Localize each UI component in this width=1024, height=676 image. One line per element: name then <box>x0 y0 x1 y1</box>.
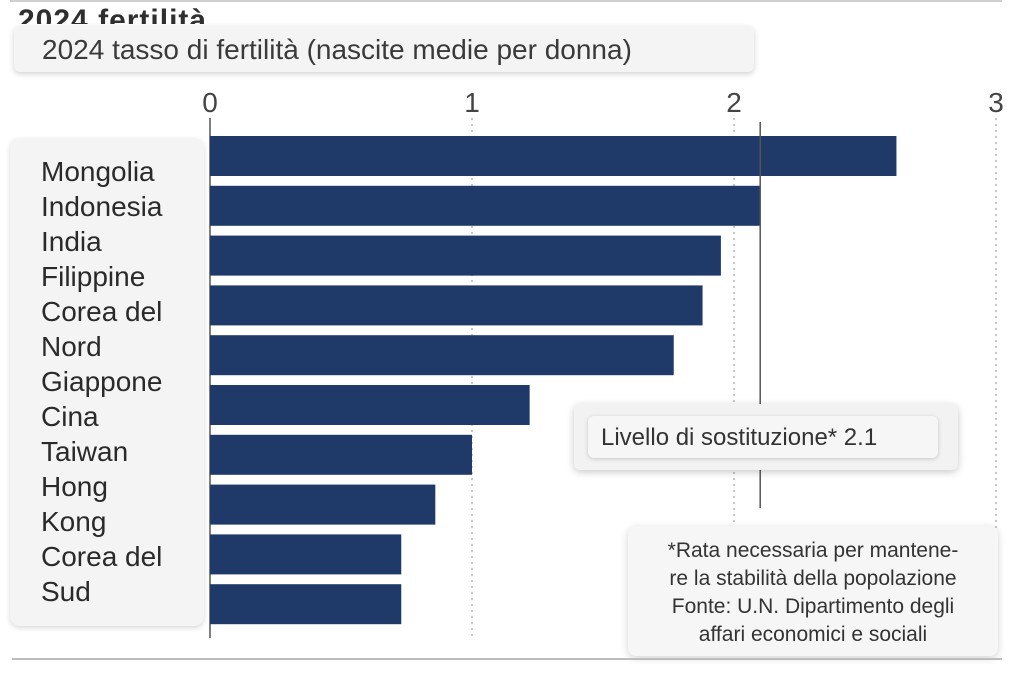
category-label: Corea del <box>41 541 163 572</box>
bar-giappone <box>210 385 530 425</box>
category-label: Filippine <box>41 261 146 292</box>
replacement-level-label-box: Livello di sostituzione* 2.1 <box>588 416 938 458</box>
footnote-line: Fonte: U.N. Dipartimento degli <box>671 595 955 618</box>
x-tick-label: 2 <box>726 87 742 118</box>
category-label: Corea del <box>41 296 163 327</box>
bar-filippine <box>210 285 703 326</box>
bar-mongolia <box>210 136 897 176</box>
background-title-fragment: 2024 fertilità <box>18 4 208 24</box>
category-label: Taiwan <box>41 436 129 467</box>
x-tick-label: 0 <box>202 87 218 118</box>
x-tick-label: 3 <box>988 87 1004 118</box>
bar-india <box>210 235 721 276</box>
bar-hong-kong <box>210 534 402 575</box>
chart-title: 2024 tasso di fertilità (nascite medie p… <box>42 34 632 65</box>
x-tick-label: 1 <box>464 87 480 118</box>
category-label: Giappone <box>41 366 163 397</box>
bar-corea-del-nord <box>210 335 674 376</box>
category-label: India <box>41 226 102 257</box>
footnote-line: *Rata necessaria per mantene- <box>667 539 959 562</box>
footnote-box: *Rata necessaria per mantene-re la stabi… <box>628 526 998 656</box>
category-labels-panel: Mongolia Indonesia India Filippine Corea del… <box>10 138 204 626</box>
bar-cina <box>210 434 472 475</box>
category-label: Sud <box>41 576 91 607</box>
bar-taiwan <box>210 484 436 525</box>
category-label: Indonesia <box>41 191 163 222</box>
footnote-line: affari economici e sociali <box>698 623 928 646</box>
footnote-line: re la stabilità della popolazione <box>669 567 957 590</box>
category-label: Nord <box>41 331 102 362</box>
category-label: Hong <box>41 471 108 502</box>
replacement-level-label: Livello di sostituzione* 2.1 <box>601 424 878 451</box>
bar-indonesia <box>210 185 761 226</box>
category-label: Kong <box>41 506 107 537</box>
bar-corea-del-sud <box>210 584 402 625</box>
category-label: Mongolia <box>41 156 155 187</box>
bottom-divider <box>12 658 1002 660</box>
chart-title-box: 2024 tasso di fertilità (nascite medie p… <box>14 26 754 72</box>
top-divider <box>10 0 1002 2</box>
category-label: Cina <box>41 401 99 432</box>
replacement-level-callout: Livello di sostituzione* 2.1 <box>574 404 958 470</box>
